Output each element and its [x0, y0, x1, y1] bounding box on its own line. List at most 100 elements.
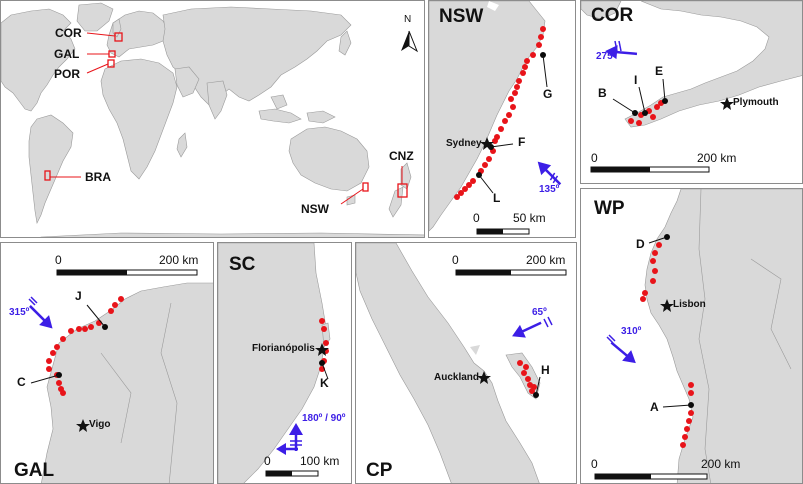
cp-title: CP — [366, 460, 393, 481]
auckland-star — [477, 371, 491, 384]
sydney-star — [480, 137, 494, 150]
vigo-star — [76, 419, 90, 432]
site-g-label: G — [543, 87, 553, 101]
south-america-landmass — [28, 114, 74, 224]
lisbon-star — [660, 299, 674, 312]
wp-land — [644, 189, 802, 483]
cp-arrow — [512, 321, 542, 338]
site-i-label: I — [634, 73, 638, 87]
sc-arrow-north — [289, 423, 303, 451]
por-box — [107, 59, 115, 68]
sc-land — [218, 243, 327, 483]
wp-title: WP — [594, 198, 625, 219]
arabia-landmass — [174, 66, 200, 98]
cor-box — [114, 32, 123, 42]
bra-box — [44, 170, 51, 181]
world-map-panel: N COR GAL POR BRA NSW CNZ — [0, 0, 425, 238]
cp-scale-start: 0 — [452, 253, 459, 267]
wp-angle-label: 310º — [621, 326, 642, 337]
cor-arrow — [605, 45, 638, 60]
sc-scale-end: 100 km — [300, 454, 340, 468]
plymouth-star — [720, 97, 734, 110]
region-label-bra: BRA — [85, 170, 111, 184]
site-d-label: D — [636, 237, 645, 251]
sydney-label: Sydney — [446, 138, 482, 149]
cp-land — [356, 243, 540, 483]
site-a-label: A — [650, 400, 659, 414]
nsw-scale-end: 50 km — [513, 211, 546, 225]
wp-panel: WP D A Lisbon 310º 0 200 km — [580, 188, 803, 484]
gal-scale-end: 200 km — [159, 253, 199, 267]
cp-angle-label: 65º — [532, 307, 547, 318]
gal-title: GAL — [14, 460, 55, 481]
site-j-label: J — [75, 289, 82, 303]
gal-arrow — [29, 305, 53, 329]
site-b-label: B — [598, 86, 607, 100]
nsw-map-svg — [429, 1, 562, 235]
australia-landmass — [288, 126, 370, 192]
nsw-scale-start: 0 — [473, 211, 480, 225]
wp-map-svg — [594, 189, 802, 483]
new-guinea-landmass — [306, 110, 336, 124]
cor-scale-start: 0 — [591, 151, 598, 165]
site-h-label: H — [541, 363, 550, 377]
indonesia-landmass — [258, 108, 302, 124]
nsw-arrow — [537, 161, 562, 186]
site-k-label: K — [320, 376, 329, 390]
gal-land — [41, 282, 213, 483]
plymouth-label: Plymouth — [733, 97, 779, 108]
gal-angle-label: 315º — [9, 307, 30, 318]
antarctica-landmass — [40, 232, 424, 237]
sc-map-svg — [218, 243, 331, 483]
sc-panel: SC K Florianópolis 180º / 90º 0 100 km — [217, 242, 352, 484]
vigo-label: Vigo — [89, 419, 111, 430]
cp-map-svg — [356, 243, 567, 483]
region-label-gal: GAL — [54, 47, 80, 61]
africa-landmass — [100, 58, 178, 180]
tasmania-landmass — [346, 194, 356, 206]
sc-title: SC — [229, 254, 256, 275]
wp-scale-end: 200 km — [701, 457, 741, 471]
north-label: N — [404, 14, 412, 25]
cor-angle-label: 275º — [596, 51, 617, 62]
sc-arrow-west — [276, 443, 298, 455]
site-f-label: F — [518, 135, 526, 149]
japan-landmass — [338, 30, 352, 56]
region-label-cor: COR — [55, 26, 82, 40]
north-america-landmass — [1, 8, 76, 112]
auckland-label: Auckland — [434, 372, 480, 383]
wp-arrow — [610, 341, 636, 364]
greenland-landmass — [76, 2, 114, 32]
borneo-landmass — [270, 94, 288, 110]
cp-scale-end: 200 km — [526, 253, 566, 267]
india-landmass — [206, 80, 228, 120]
por-leader — [86, 63, 109, 74]
nsw-panel: NSW G F L Sydney 135º 0 50 km — [428, 0, 576, 238]
region-label-por: POR — [54, 67, 81, 81]
region-label-nsw: NSW — [301, 202, 329, 216]
cor-scale-end: 200 km — [697, 151, 737, 165]
cor-title: COR — [591, 5, 634, 26]
florianopolis-star — [315, 343, 329, 356]
nsw-leader — [340, 188, 364, 205]
sc-angle-label: 180º / 90º — [302, 413, 346, 424]
gal-map-svg — [28, 269, 213, 483]
wp-scale-start: 0 — [591, 457, 598, 471]
gal-scale-start: 0 — [55, 253, 62, 267]
cor-map-svg — [581, 1, 802, 173]
nsw-title: NSW — [439, 6, 484, 27]
world-map-svg — [1, 2, 424, 237]
nsw-land — [429, 1, 546, 232]
nsw-angle-label: 135º — [539, 184, 560, 195]
cp-panel: CP H Auckland 65º 0 200 km — [355, 242, 577, 484]
region-label-cnz: CNZ — [389, 149, 414, 163]
nz-south-landmass — [388, 186, 404, 218]
cor-leader — [86, 32, 116, 37]
nsw-box — [362, 182, 369, 192]
sc-scale-start: 0 — [264, 454, 271, 468]
site-e-label: E — [655, 64, 664, 78]
europe-landmass — [106, 10, 170, 58]
gal-panel: GAL J C Vigo 315º 0 200 km — [0, 242, 214, 484]
nz-north-landmass — [400, 162, 412, 190]
